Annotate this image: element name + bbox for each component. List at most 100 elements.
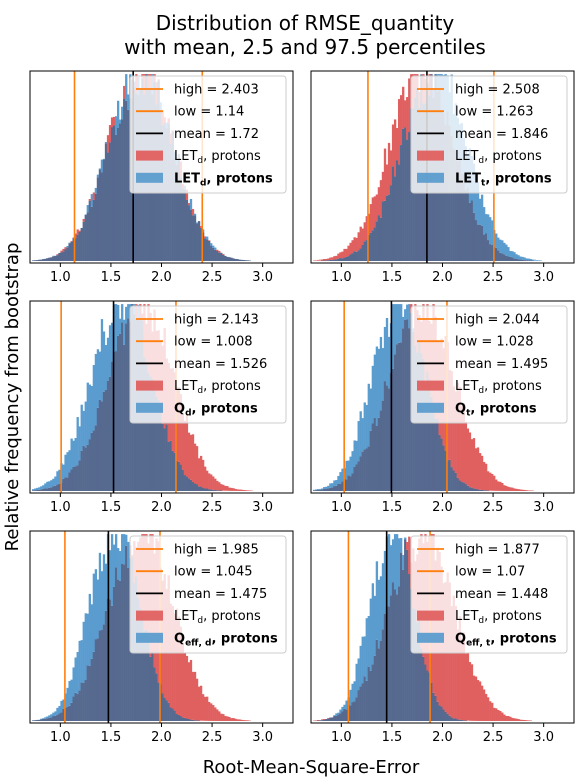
histogram-bar-overlap	[191, 215, 195, 261]
histogram-bar-overlap	[80, 682, 83, 721]
histogram-bar-overlap	[169, 707, 172, 721]
histogram-bar-overlap	[112, 125, 116, 262]
histogram-bar-overlap	[147, 372, 150, 491]
histogram-bar-overlap	[40, 259, 43, 261]
histogram-bar-compared	[189, 198, 193, 210]
histogram-bar-reference	[203, 236, 207, 239]
histogram-bar-reference	[329, 257, 332, 260]
histogram-bar-overlap	[36, 260, 39, 261]
histogram-bar-overlap	[173, 157, 176, 261]
histogram-bar-overlap	[454, 718, 457, 721]
histogram-bar-overlap	[58, 713, 61, 721]
histogram-bar-reference	[230, 718, 233, 721]
histogram-bar-overlap	[179, 716, 183, 721]
histogram-bar-overlap	[173, 710, 176, 721]
histogram-bar-overlap	[195, 720, 199, 721]
histogram-bar-reference	[208, 240, 211, 241]
histogram-bar-overlap	[139, 608, 142, 721]
histogram-bar-overlap	[373, 227, 377, 261]
histogram-bar-reference	[185, 189, 189, 200]
histogram-bar-overlap	[218, 252, 221, 261]
histogram-bar-overlap	[412, 608, 415, 721]
histogram-bar-compared	[90, 194, 94, 207]
histogram-bar-compared	[94, 569, 98, 640]
histogram-bar-overlap	[387, 194, 391, 261]
histogram-bar-compared	[96, 349, 100, 408]
histogram-bar-reference	[482, 462, 486, 491]
histogram-bar-overlap	[489, 244, 492, 261]
histogram-bar-compared	[321, 488, 324, 490]
x-tick-label: 1.0	[50, 270, 71, 285]
histogram-bar-overlap	[44, 718, 47, 721]
histogram-bar-reference	[452, 595, 455, 719]
histogram-bar-overlap	[195, 484, 199, 491]
histogram-bar-reference	[319, 259, 322, 261]
histogram-bar-compared	[127, 541, 130, 568]
histogram-bar-compared	[406, 304, 409, 320]
legend-reference-label: LETd, protons	[174, 149, 261, 166]
histogram-bar-compared	[383, 550, 387, 614]
histogram-bar-overlap	[108, 376, 112, 491]
histogram-bar-compared	[389, 545, 393, 596]
histogram-bar-compared	[375, 561, 379, 640]
histogram-bar-compared	[212, 245, 215, 248]
histogram-bar-compared	[119, 119, 122, 124]
histogram-bar-overlap	[393, 589, 397, 721]
histogram-bar-overlap	[90, 658, 94, 721]
legend-low-label: low = 1.263	[455, 105, 534, 120]
histogram-bar-overlap	[187, 205, 191, 261]
histogram-bar-overlap	[341, 481, 344, 491]
histogram-bar-reference	[228, 717, 231, 721]
histogram-bar-compared	[323, 487, 326, 490]
histogram-bar-overlap	[100, 630, 104, 721]
histogram-bar-overlap	[341, 258, 344, 261]
histogram-bar-reference	[226, 486, 229, 491]
histogram-bar-compared	[94, 187, 98, 194]
histogram-bar-compared	[484, 214, 488, 234]
histogram-bar-reference	[110, 117, 114, 128]
histogram-bar-compared	[400, 538, 403, 553]
histogram-bar-overlap	[189, 209, 193, 261]
histogram-bar-reference	[393, 119, 397, 177]
histogram-bar-reference	[228, 487, 231, 491]
histogram-bar-overlap	[509, 256, 512, 261]
histogram-bar-reference	[456, 382, 459, 478]
histogram-bar-reference	[226, 716, 229, 721]
histogram-bar-overlap	[66, 706, 69, 721]
legend-box	[129, 305, 287, 424]
histogram-bar-reference	[509, 487, 512, 491]
histogram-bar-compared	[102, 331, 106, 392]
histogram-bar-overlap	[80, 450, 83, 491]
histogram-bar-overlap	[48, 717, 51, 721]
histogram-bar-overlap	[72, 466, 75, 491]
histogram-bar-reference	[232, 718, 235, 721]
legend-high-label: high = 2.403	[174, 83, 259, 98]
histogram-bar-overlap	[375, 221, 379, 261]
histogram-bar-overlap	[420, 648, 423, 721]
histogram-bar-reference	[462, 632, 466, 721]
legend-box	[410, 535, 568, 654]
histogram-bar-overlap	[458, 157, 462, 261]
legend-reference-label: LETd, protons	[174, 609, 261, 626]
histogram-bar-overlap	[402, 328, 405, 491]
histogram-bar-reference	[404, 100, 407, 128]
histogram-bar-overlap	[214, 249, 217, 261]
histogram-bar-overlap	[438, 705, 441, 721]
histogram-bar-overlap	[335, 485, 338, 491]
histogram-bar-reference	[406, 97, 409, 140]
x-tick-label: 1.0	[50, 730, 71, 745]
histogram-bar-compared	[58, 469, 61, 484]
histogram-bar-reference	[347, 245, 350, 257]
histogram-bar-overlap	[70, 702, 73, 721]
histogram-bar-overlap	[153, 667, 156, 721]
histogram-bar-overlap	[436, 701, 439, 721]
histogram-bar-overlap	[161, 693, 164, 721]
histogram-bar-reference	[499, 481, 502, 491]
histogram-bar-compared	[48, 715, 51, 718]
histogram-bar-overlap	[66, 477, 69, 491]
histogram-bar-overlap	[58, 252, 61, 261]
histogram-bar-compared	[361, 636, 364, 684]
histogram-bar-overlap	[246, 260, 249, 261]
histogram-bar-overlap	[466, 485, 470, 491]
histogram-bar-overlap	[347, 475, 350, 491]
